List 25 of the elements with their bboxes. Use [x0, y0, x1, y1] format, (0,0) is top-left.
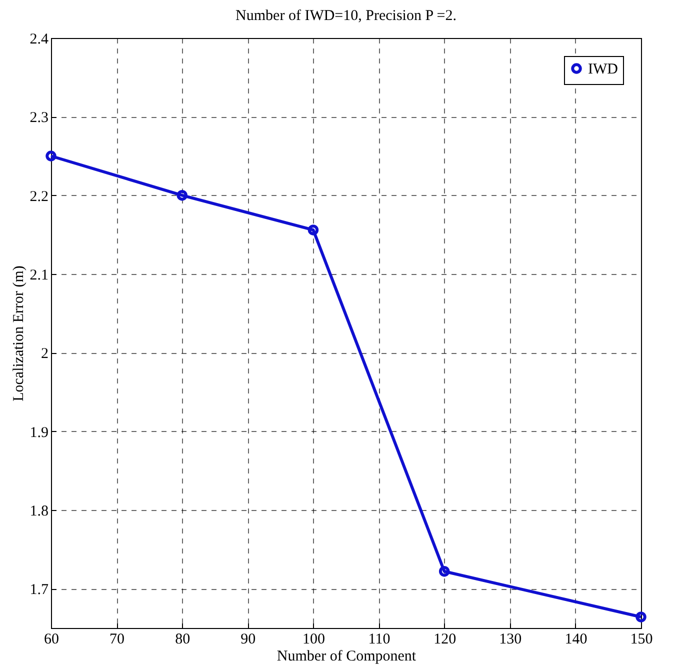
- x-tick-label: 140: [564, 632, 588, 648]
- y-tick-label: 2.4: [30, 32, 49, 48]
- point: [308, 224, 319, 236]
- x-axis-title: Number of Component: [276, 648, 417, 664]
- legend-label: IWD: [588, 62, 618, 78]
- x-tick-label: 80: [175, 632, 190, 648]
- y-tick-label: 1.9: [30, 424, 48, 441]
- point: [438, 566, 450, 577]
- y-axis-title: Localization Error (m): [10, 266, 27, 402]
- x-tick-label: 100: [302, 632, 325, 648]
- x-tick-label: 150: [630, 632, 653, 648]
- y-tick-label: 2.2: [30, 188, 48, 205]
- x-tick-label: 130: [499, 632, 522, 648]
- x-tick-label: 110: [368, 632, 390, 648]
- y-tick-label: 2: [41, 346, 48, 362]
- y-tick-label: 1.8: [30, 504, 48, 520]
- y-tick-label: 1.7: [30, 582, 49, 598]
- x-tick-label: 90: [240, 632, 256, 648]
- point: [176, 190, 188, 201]
- chart-title: Number of IWD=10, Precision P =2.: [236, 8, 456, 24]
- y-tick-label: 2.1: [30, 268, 48, 284]
- x-tick-label: 70: [110, 632, 125, 648]
- x-tick-label: 120: [434, 632, 456, 648]
- x-tick-label: 60: [44, 632, 59, 648]
- y-tick-label: 2.3: [30, 110, 48, 126]
